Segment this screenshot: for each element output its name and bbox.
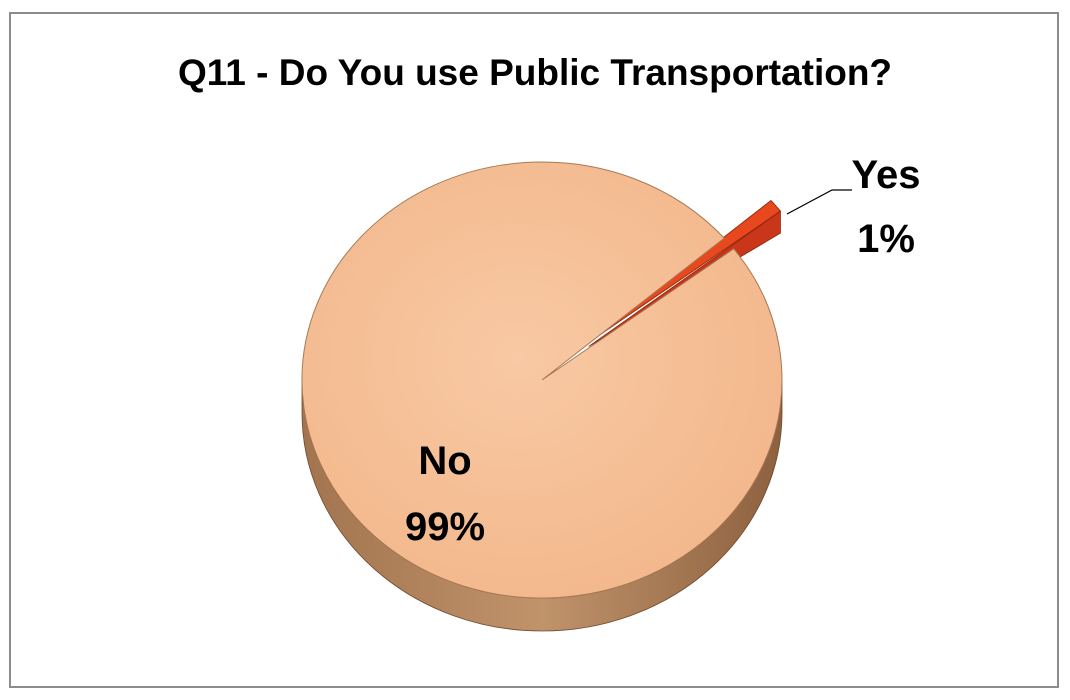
data-label-no-value: 99% — [405, 505, 485, 549]
leader-line-yes — [786, 189, 852, 215]
data-label-yes-name: Yes — [852, 153, 921, 197]
pie-slice-no — [301, 161, 783, 599]
chart-title: Q11 - Do You use Public Transportation? — [177, 52, 893, 93]
data-label-no-name: No — [418, 439, 471, 483]
data-label-yes-value: 1% — [857, 217, 915, 261]
